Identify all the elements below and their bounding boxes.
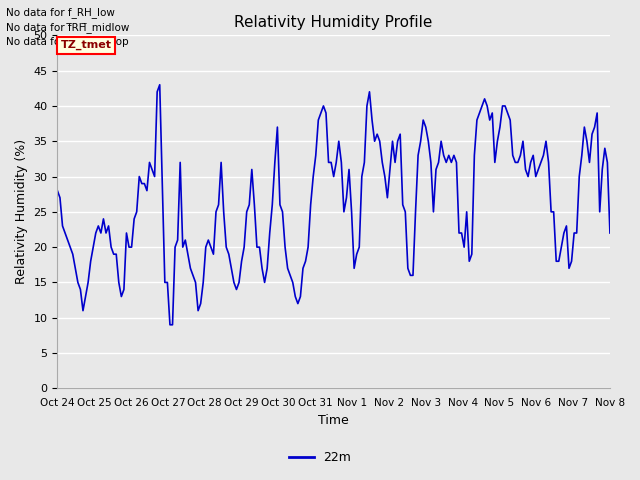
Text: No data for f̅RH̅_midlow: No data for f̅RH̅_midlow	[6, 22, 130, 33]
Text: No data for f̅RH̅_midtop: No data for f̅RH̅_midtop	[6, 36, 129, 47]
Legend: 22m: 22m	[284, 446, 356, 469]
X-axis label: Time: Time	[318, 414, 349, 427]
Text: TZ_tmet: TZ_tmet	[61, 40, 111, 50]
Y-axis label: Relativity Humidity (%): Relativity Humidity (%)	[15, 139, 28, 284]
Title: Relativity Humidity Profile: Relativity Humidity Profile	[234, 15, 433, 30]
Text: No data for f_RH_low: No data for f_RH_low	[6, 7, 115, 18]
